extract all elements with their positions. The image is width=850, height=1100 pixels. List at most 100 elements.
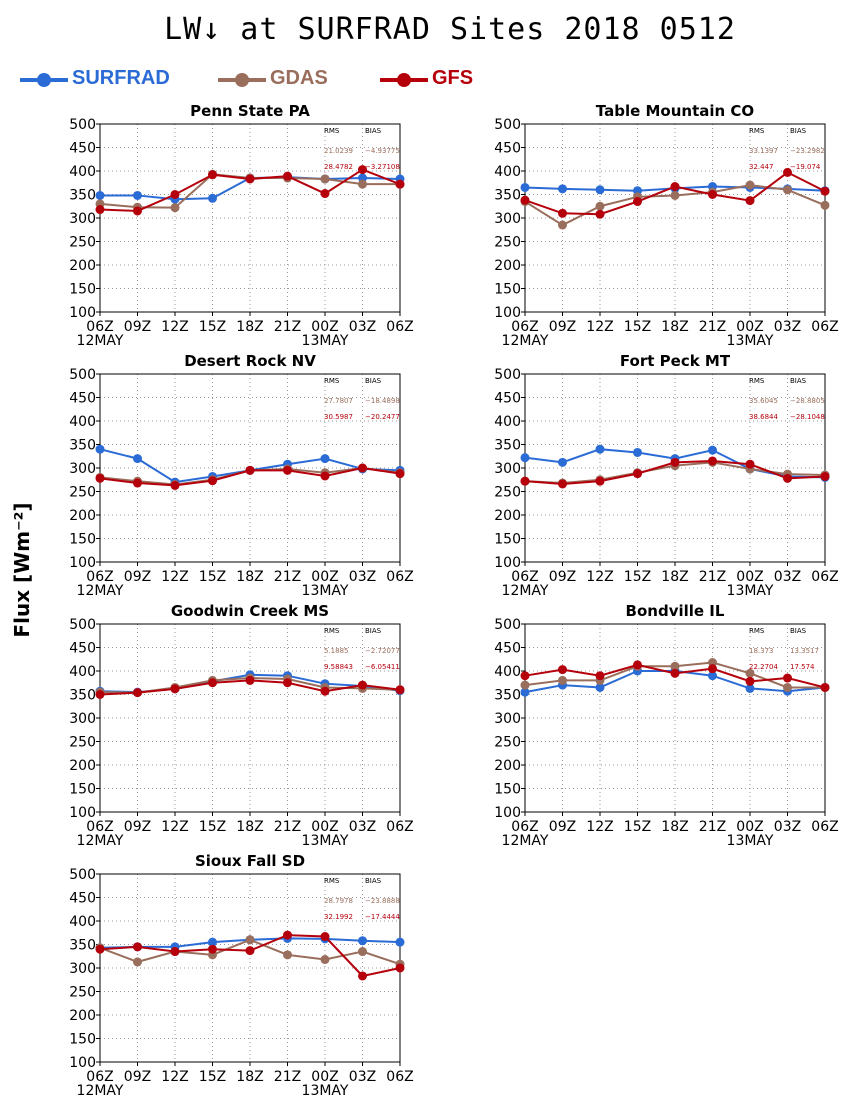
x-date-label: 12MAY (502, 583, 549, 599)
stats-header-bias: BIAS (790, 627, 807, 635)
data-point-gfs (133, 206, 142, 216)
x-tick-label: 03Z (774, 319, 801, 335)
data-point-gfs (595, 476, 605, 486)
data-point-surfrad (320, 454, 330, 464)
x-tick-label: 15Z (199, 819, 226, 835)
stats-gdas-bias: −4.93775 (365, 147, 400, 155)
data-point-surfrad (595, 444, 605, 454)
y-tick-label: 250 (69, 235, 96, 251)
data-point-gfs (520, 671, 530, 681)
x-tick-label: 15Z (199, 319, 226, 335)
data-point-gdas (170, 203, 180, 213)
x-date-label: 13MAY (302, 833, 349, 849)
legend-label-gdas: GDAS (270, 67, 328, 89)
data-point-gfs (358, 165, 367, 175)
x-tick-label: 09Z (124, 1069, 151, 1085)
stats-gfs-bias: −17.4444 (365, 913, 400, 921)
data-point-gfs (170, 947, 180, 957)
x-tick-label: 06Z (386, 319, 413, 335)
y-tick-label: 350 (494, 688, 521, 704)
data-point-gfs (633, 469, 642, 479)
data-point-gdas (595, 201, 605, 211)
data-point-gfs (520, 476, 530, 486)
x-tick-label: 00Z (736, 819, 763, 835)
x-tick-label: 21Z (699, 569, 726, 585)
chart-panel: Table Mountain CO 100 150 200 250 300 350 400 45… (494, 102, 838, 349)
x-tick-label: 03Z (349, 819, 376, 835)
x-tick-label: 18Z (236, 1069, 263, 1085)
y-tick-label: 400 (69, 164, 96, 180)
data-point-gdas (558, 675, 567, 685)
y-tick-label: 400 (69, 914, 96, 930)
y-tick-label: 200 (69, 758, 96, 774)
data-point-gfs (320, 932, 330, 942)
x-date-label: 13MAY (727, 333, 774, 349)
stats-gdas-rms: 21.0239 (324, 147, 353, 155)
y-tick-label: 300 (494, 211, 521, 227)
data-point-gfs (745, 676, 755, 686)
x-tick-label: 06Z (86, 819, 113, 835)
data-point-gdas (320, 955, 330, 965)
x-tick-label: 00Z (311, 1069, 338, 1085)
data-point-gfs (170, 684, 180, 694)
data-point-gfs (170, 190, 180, 199)
data-point-surfrad (708, 445, 717, 455)
x-tick-label: 12Z (586, 569, 613, 585)
stats-gdas-rms: 28.7978 (324, 897, 353, 905)
legend-swatch-gdas (218, 73, 266, 87)
x-tick-label: 12Z (586, 819, 613, 835)
data-point-gfs (783, 473, 792, 483)
y-tick-label: 150 (494, 532, 521, 548)
x-tick-label: 12Z (161, 1069, 188, 1085)
data-point-gdas (745, 668, 755, 678)
data-point-gdas (783, 682, 792, 692)
data-point-surfrad (633, 447, 642, 457)
x-tick-label: 15Z (624, 319, 651, 335)
stats-gfs-rms: 9.58843 (324, 663, 353, 671)
data-point-gdas (670, 661, 680, 671)
data-point-gfs (595, 209, 605, 219)
chart-title: Table Mountain CO (596, 102, 754, 120)
x-tick-label: 18Z (236, 319, 263, 335)
stats-gfs-bias: 17.574 (790, 663, 815, 671)
y-tick-label: 250 (69, 985, 96, 1001)
y-tick-label: 350 (69, 188, 96, 204)
data-point-gfs (820, 471, 830, 481)
y-tick-label: 450 (69, 641, 96, 657)
data-point-surfrad (520, 687, 530, 697)
data-point-gfs (820, 186, 830, 196)
y-tick-label: 450 (69, 141, 96, 157)
y-tick-label: 150 (69, 782, 96, 798)
data-point-gfs (208, 678, 217, 688)
x-tick-label: 18Z (661, 819, 688, 835)
x-tick-label: 06Z (511, 319, 538, 335)
stats-gfs-rms: 30.5987 (324, 413, 353, 421)
x-date-label: 13MAY (302, 1083, 349, 1099)
stats-header-rms: RMS (749, 377, 765, 385)
data-point-surfrad (95, 190, 105, 200)
y-tick-label: 500 (69, 867, 96, 883)
y-tick-label: 350 (494, 188, 521, 204)
data-point-gdas (320, 174, 330, 184)
x-tick-label: 09Z (124, 319, 151, 335)
data-point-gfs (283, 171, 292, 181)
x-date-label: 12MAY (502, 333, 549, 349)
x-tick-label: 09Z (124, 819, 151, 835)
y-tick-label: 150 (494, 282, 521, 298)
stats-header-bias: BIAS (365, 377, 382, 385)
stats-gdas-bias: −2.72077 (365, 647, 400, 655)
y-tick-label: 300 (69, 461, 96, 477)
stats-header-bias: BIAS (365, 877, 382, 885)
stats-gdas-bias: −23.8888 (365, 897, 400, 905)
chart-title: Desert Rock NV (184, 352, 316, 370)
y-tick-label: 500 (494, 367, 521, 383)
chart-panel: Desert Rock NV 100 150 200 250 300 350 400 450 50… (69, 352, 413, 599)
data-point-gdas (133, 957, 142, 967)
legend-item-gdas: GDAS (216, 66, 328, 96)
chart-title: Fort Peck MT (620, 352, 731, 370)
legend-label-surfrad: SURFRAD (72, 67, 170, 89)
stats-gdas-rms: 18.373 (749, 647, 774, 655)
x-date-label: 12MAY (502, 833, 549, 849)
data-point-surfrad (208, 193, 217, 203)
x-date-label: 13MAY (302, 583, 349, 599)
